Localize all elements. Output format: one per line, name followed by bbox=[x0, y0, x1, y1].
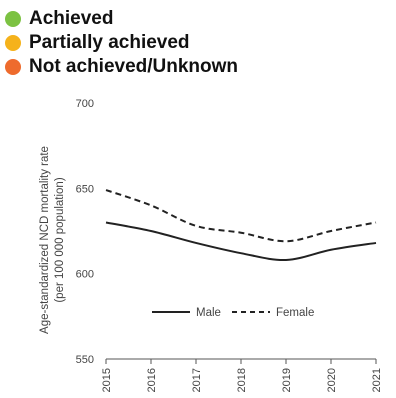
status-not-achieved: Not achieved/Unknown bbox=[5, 55, 238, 79]
status-legend: Achieved Partially achieved Not achieved… bbox=[5, 7, 238, 79]
y-axis-title-line-2: (per 100 000 population) bbox=[54, 177, 66, 302]
series-line-female bbox=[105, 189, 377, 243]
y-tick-label-600: 600 bbox=[76, 269, 94, 281]
partially-achieved-dot-icon bbox=[5, 35, 21, 51]
legend-female-label: Female bbox=[276, 307, 314, 319]
x-tick-label-2020: 2020 bbox=[326, 368, 338, 392]
x-tick-label-2017: 2017 bbox=[191, 368, 203, 392]
not-achieved-dot-icon bbox=[5, 59, 21, 75]
x-tick-label-2021: 2021 bbox=[371, 368, 383, 392]
x-tick-label-2018: 2018 bbox=[236, 368, 248, 392]
x-tick-label-2015: 2015 bbox=[101, 368, 113, 392]
y-tick-label-650: 650 bbox=[76, 183, 94, 195]
legend-male-label: Male bbox=[196, 307, 221, 319]
y-tick-label-700: 700 bbox=[76, 98, 94, 110]
status-partially-achieved-label: Partially achieved bbox=[29, 32, 190, 53]
status-not-achieved-label: Not achieved/Unknown bbox=[29, 56, 239, 77]
axis-layer: 550 600 650 700 2015 2016 2017 2018 2019 2020 2021 bbox=[76, 98, 383, 392]
y-axis-title-line-1: Age-standardized NCD mortality rate bbox=[39, 146, 51, 334]
status-achieved: Achieved bbox=[5, 7, 238, 31]
x-tick-label-2019: 2019 bbox=[281, 368, 293, 392]
series-legend: Male Female bbox=[152, 307, 314, 319]
y-tick-label-550: 550 bbox=[76, 354, 94, 366]
x-tick-label-2016: 2016 bbox=[146, 368, 158, 392]
status-achieved-label: Achieved bbox=[29, 8, 114, 29]
series-line-male bbox=[105, 221, 377, 262]
status-partially-achieved: Partially achieved bbox=[5, 31, 238, 55]
achieved-dot-icon bbox=[5, 11, 21, 27]
series-layer bbox=[105, 189, 377, 262]
